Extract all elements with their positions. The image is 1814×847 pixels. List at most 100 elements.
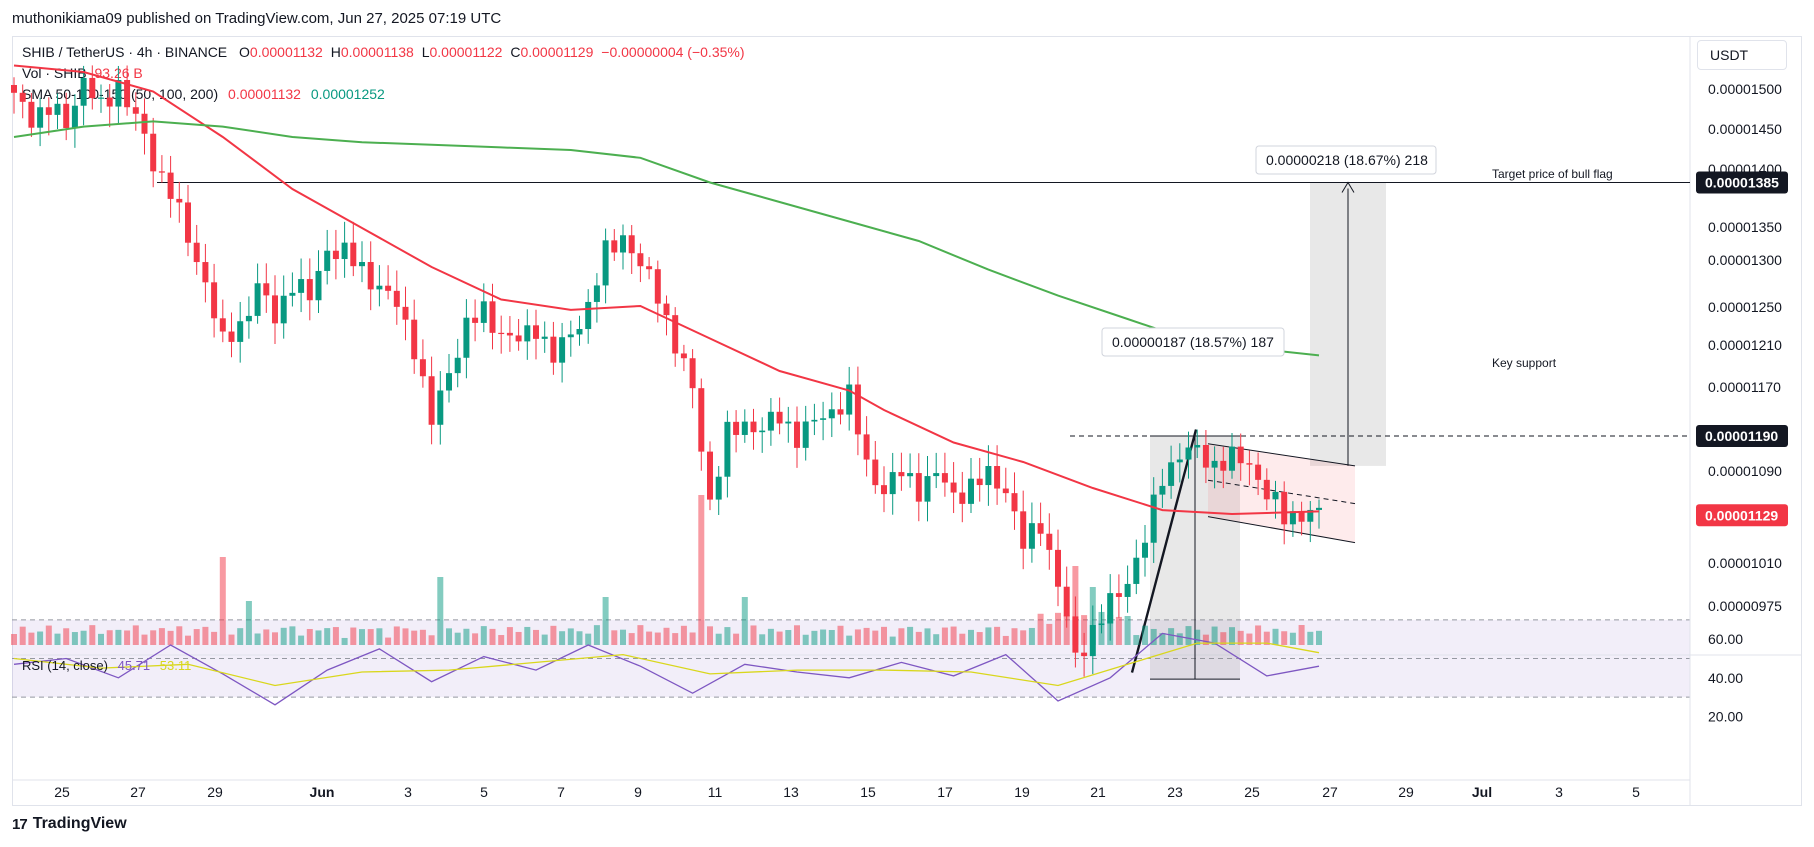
candle-body: [150, 133, 157, 172]
price-tick-label: 0.00001450: [1708, 121, 1782, 137]
candle-body: [45, 107, 52, 115]
volume-bar: [472, 633, 479, 645]
candle-body: [367, 262, 374, 290]
price-badge-label: 0.00001129: [1705, 507, 1778, 523]
volume-bar: [1168, 628, 1175, 645]
volume-bar: [576, 631, 583, 645]
candle-body: [550, 336, 557, 363]
volume-bar: [1272, 628, 1279, 645]
volume-bar: [480, 626, 487, 645]
volume-bar: [637, 625, 644, 645]
volume-bar: [428, 635, 435, 645]
volume-bar: [1011, 628, 1018, 645]
volume-bar: [1298, 625, 1305, 645]
chart-frame[interactable]: [12, 36, 1802, 806]
volume-bar: [524, 626, 531, 645]
time-tick-label: 11: [708, 784, 723, 800]
volume-bar: [750, 625, 757, 645]
candle-body: [80, 77, 87, 106]
candle-body: [106, 97, 113, 107]
volume-bar: [672, 633, 679, 645]
candle-body: [211, 282, 218, 319]
candle-body: [359, 262, 365, 267]
volume-bar: [1028, 627, 1035, 645]
range-label-187: 0.00000187 (18.57%) 187: [1101, 327, 1285, 357]
candle-body: [19, 92, 26, 102]
volume-bar: [846, 635, 853, 645]
volume-bar: [446, 628, 452, 645]
rsi-band-group: [12, 619, 1690, 698]
volume-bar: [820, 629, 827, 645]
symbol-name[interactable]: SHIB / TetherUS · 4h · BINANCE: [22, 44, 228, 60]
volume-bar: [89, 625, 96, 645]
candle-body: [724, 421, 731, 477]
price-badge-label: 0.00001385: [1705, 175, 1779, 191]
volume-bar: [559, 631, 566, 645]
candle-body: [828, 409, 835, 419]
candle-body: [1289, 511, 1296, 525]
candle-body: [567, 334, 574, 338]
price-tick-label: 0.00001210: [1708, 337, 1782, 353]
candle-body: [1185, 447, 1192, 460]
price-tick-label: 0.00001350: [1708, 219, 1782, 235]
volume-bar: [1229, 627, 1235, 645]
volume-bar: [437, 577, 444, 645]
volume-bar: [872, 630, 879, 645]
rsi-label[interactable]: RSI (14, close): [22, 658, 108, 673]
volume-bar: [289, 626, 296, 645]
volume-bar: [585, 633, 592, 645]
candle-body: [1107, 593, 1114, 624]
candle-body: [1028, 523, 1035, 549]
candles-group: [11, 65, 1322, 677]
time-tick-label: 17: [937, 784, 953, 800]
volume-bar: [359, 629, 365, 645]
time-tick-label: 25: [1244, 784, 1260, 800]
tradingview-logo[interactable]: 17 TradingView: [12, 815, 127, 833]
volume-bar: [45, 625, 52, 645]
candle-body: [1272, 491, 1279, 500]
candle-body: [907, 473, 914, 477]
volume-bar: [1194, 629, 1201, 645]
volume-bar: [1237, 630, 1244, 645]
high-label: H: [330, 44, 341, 60]
grid-group: [12, 36, 1802, 806]
volume-bar: [350, 627, 357, 645]
candle-body: [324, 250, 331, 271]
volume-bar: [324, 628, 331, 645]
sma-lines-group: [13, 64, 1320, 516]
volume-bar: [1124, 616, 1131, 645]
volume-bar: [915, 631, 922, 645]
volume-bar: [393, 626, 400, 645]
price-badge: [1696, 171, 1788, 194]
candle-body: [272, 295, 278, 324]
time-tick-label: 5: [1632, 784, 1640, 800]
volume-bar: [28, 632, 35, 645]
candle-body: [802, 421, 809, 448]
candle-body: [593, 285, 600, 302]
candle-body: [881, 485, 887, 495]
volume-bar: [620, 629, 626, 645]
price-tick-label: 0.00001170: [1708, 379, 1781, 395]
candle-body: [811, 419, 818, 422]
volume-bar: [376, 628, 383, 645]
volume-bar: [167, 630, 174, 645]
low-value: 0.00001122: [429, 44, 503, 60]
candle-body: [976, 478, 983, 486]
rsi-legend: RSI (14, close) 45.71 53.11: [22, 658, 191, 673]
volume-bar: [628, 633, 635, 645]
volume-bar: [80, 630, 87, 645]
candle-body: [472, 317, 479, 323]
volume-label[interactable]: Vol · SHIB: [22, 65, 87, 81]
candle-body: [1142, 542, 1148, 558]
time-tick-label: 13: [783, 784, 799, 800]
rsi-lines-group: [13, 632, 1320, 706]
volume-bar: [950, 626, 957, 645]
candle-body: [1037, 523, 1044, 534]
candle-body: [846, 384, 853, 415]
volume-bar: [707, 626, 713, 645]
currency-selector[interactable]: USDT: [1697, 40, 1787, 70]
volume-bar: [454, 632, 461, 645]
volume-bar: [1202, 634, 1209, 645]
candle-body: [463, 317, 470, 358]
